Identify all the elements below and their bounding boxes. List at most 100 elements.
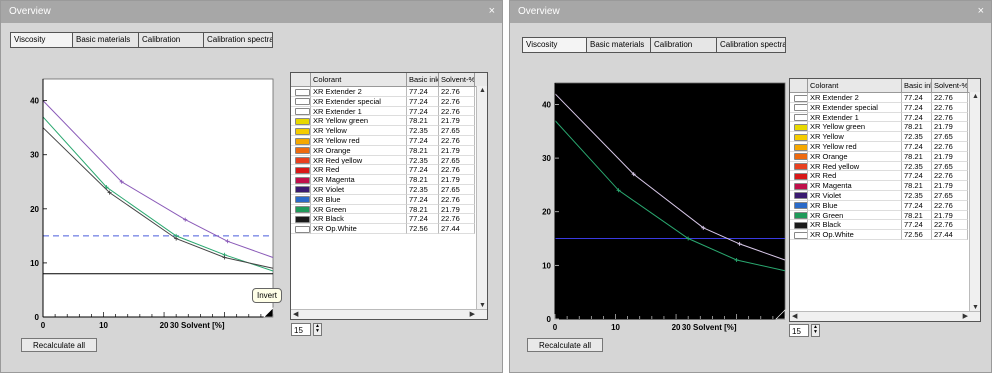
table-row[interactable]: XR Extender 1 77.24 22.76 bbox=[790, 112, 980, 123]
header-swatch bbox=[790, 79, 808, 92]
table-row[interactable]: XR Yellow green 78.21 21.79 bbox=[790, 122, 980, 133]
table-row[interactable]: XR Blue 77.24 22.76 bbox=[790, 200, 980, 211]
colorant-swatch bbox=[291, 116, 311, 127]
color-swatch-icon bbox=[794, 221, 807, 229]
colorant-name: XR Green bbox=[311, 204, 407, 215]
basic-ink-value: 77.24 bbox=[902, 102, 932, 113]
colorant-name: XR Orange bbox=[311, 145, 407, 156]
header-colorant[interactable]: Colorant bbox=[311, 73, 407, 86]
table-row[interactable]: XR Magenta 78.21 21.79 bbox=[291, 175, 487, 185]
table-row[interactable]: XR Violet 72.35 27.65 bbox=[291, 184, 487, 195]
vertical-scrollbar[interactable]: ▲ ▼ bbox=[969, 92, 980, 312]
data-point bbox=[104, 185, 109, 190]
y-tick-label: 20 bbox=[542, 208, 551, 217]
spinner-down-icon[interactable]: ▼ bbox=[813, 329, 818, 335]
scroll-right-icon[interactable]: ▶ bbox=[469, 311, 475, 318]
table-row[interactable]: XR Blue 77.24 22.76 bbox=[291, 194, 487, 205]
spinner-value[interactable]: 15 bbox=[789, 323, 809, 337]
table-row[interactable]: XR Yellow red 77.24 22.76 bbox=[790, 141, 980, 152]
table-row[interactable]: XR Green 78.21 21.79 bbox=[291, 204, 487, 215]
table-row[interactable]: XR Extender 2 77.24 22.76 bbox=[790, 93, 980, 103]
spinner-buttons[interactable]: ▲ ▼ bbox=[313, 322, 322, 336]
header-colorant[interactable]: Colorant bbox=[808, 79, 902, 92]
table-row[interactable]: XR Orange 78.21 21.79 bbox=[291, 145, 487, 156]
header-basic-ink[interactable]: Basic ink- bbox=[904, 79, 932, 92]
table-row[interactable]: XR Extender 2 77.24 22.76 bbox=[291, 87, 487, 97]
table-row[interactable]: XR Yellow red 77.24 22.76 bbox=[291, 135, 487, 146]
table-row[interactable]: XR Yellow 72.35 27.65 bbox=[790, 132, 980, 142]
scroll-right-icon[interactable]: ▶ bbox=[962, 313, 968, 320]
table-row[interactable]: XR Black 77.24 22.76 bbox=[291, 214, 487, 225]
table-row[interactable]: XR Op.White 72.56 27.44 bbox=[790, 230, 980, 240]
scroll-down-icon[interactable]: ▼ bbox=[972, 304, 979, 311]
colorant-name: XR Yellow red bbox=[808, 141, 902, 152]
table-row[interactable]: XR Extender 1 77.24 22.76 bbox=[291, 106, 487, 117]
header-solvent[interactable]: Solvent-% bbox=[934, 79, 968, 92]
solvent-value: 22.76 bbox=[439, 165, 475, 176]
table-row[interactable]: XR Red 77.24 22.76 bbox=[790, 171, 980, 182]
close-icon[interactable]: × bbox=[977, 5, 984, 17]
color-swatch-icon bbox=[295, 157, 310, 165]
value-spinner[interactable]: 15 ▲ ▼ bbox=[789, 323, 820, 337]
spinner-down-icon[interactable]: ▼ bbox=[315, 328, 320, 334]
table-row[interactable]: XR Yellow green 78.21 21.79 bbox=[291, 116, 487, 127]
tab-viscosity[interactable]: Viscosity bbox=[523, 38, 587, 52]
table-row[interactable]: XR Extender special 77.24 22.76 bbox=[291, 96, 487, 107]
table-row[interactable]: XR Black 77.24 22.76 bbox=[790, 220, 980, 231]
colorant-name: XR Extender 2 bbox=[808, 93, 902, 103]
tab-calibration-spectra[interactable]: Calibration spectra bbox=[720, 40, 785, 49]
tab-viscosity[interactable]: Viscosity bbox=[11, 33, 73, 47]
scroll-up-icon[interactable]: ▲ bbox=[479, 87, 486, 94]
basic-ink-value: 77.24 bbox=[407, 165, 439, 176]
recalculate-all-button[interactable]: Recalculate all bbox=[527, 338, 603, 352]
y-tick-label: 0 bbox=[35, 313, 40, 322]
solvent-value: 27.65 bbox=[932, 132, 968, 142]
color-swatch-icon bbox=[295, 117, 310, 125]
tab-basic-materials[interactable]: Basic materials bbox=[587, 38, 651, 52]
solvent-value: 21.79 bbox=[932, 181, 968, 191]
tab-calibration-spectra[interactable]: Calibration spectra bbox=[207, 35, 272, 44]
table-row[interactable]: XR Yellow 72.35 27.65 bbox=[291, 126, 487, 136]
color-swatch-icon bbox=[295, 108, 310, 116]
table-row[interactable]: XR Violet 72.35 27.65 bbox=[790, 190, 980, 201]
colorant-swatch bbox=[790, 132, 808, 142]
tab-calibration[interactable]: Calibration bbox=[139, 33, 204, 47]
spinner-value[interactable]: 15 bbox=[291, 322, 311, 336]
table-row[interactable]: XR Magenta 78.21 21.79 bbox=[790, 181, 980, 191]
scroll-left-icon[interactable]: ◀ bbox=[792, 313, 798, 320]
scroll-down-icon[interactable]: ▼ bbox=[479, 302, 486, 309]
recalculate-all-button[interactable]: Recalculate all bbox=[21, 338, 97, 352]
spinner-up-icon[interactable]: ▲ bbox=[813, 323, 818, 330]
header-basic-ink[interactable]: Basic ink- bbox=[409, 73, 439, 86]
table-row[interactable]: XR Orange 78.21 21.79 bbox=[790, 151, 980, 162]
x-tick-label: 20 bbox=[672, 323, 681, 332]
tab-basic-materials[interactable]: Basic materials bbox=[73, 33, 139, 47]
x-tick-label: 10 bbox=[611, 323, 620, 332]
basic-ink-value: 72.35 bbox=[902, 132, 932, 142]
basic-ink-value: 77.24 bbox=[407, 135, 439, 146]
header-solvent[interactable]: Solvent-% bbox=[441, 73, 475, 86]
table-row[interactable]: XR Op.White 72.56 27.44 bbox=[291, 224, 487, 234]
y-tick-label: 20 bbox=[30, 205, 39, 214]
scroll-left-icon[interactable]: ◀ bbox=[293, 311, 299, 318]
data-point bbox=[737, 241, 742, 246]
solvent-value: 22.76 bbox=[439, 135, 475, 146]
solvent-value: 22.76 bbox=[932, 93, 968, 103]
spinner-buttons[interactable]: ▲ ▼ bbox=[811, 323, 820, 337]
horizontal-scrollbar[interactable]: ◀ ▶ bbox=[790, 311, 980, 321]
table-row[interactable]: XR Extender special 77.24 22.76 bbox=[790, 102, 980, 113]
value-spinner[interactable]: 15 ▲ ▼ bbox=[291, 322, 322, 336]
spinner-up-icon[interactable]: ▲ bbox=[315, 322, 320, 329]
tab-calibration[interactable]: Calibration bbox=[651, 38, 717, 52]
table-row[interactable]: XR Red 77.24 22.76 bbox=[291, 165, 487, 176]
table-row[interactable]: XR Red yellow 72.35 27.65 bbox=[790, 161, 980, 172]
vertical-scrollbar[interactable]: ▲ ▼ bbox=[476, 86, 487, 310]
close-icon[interactable]: × bbox=[488, 5, 495, 17]
scroll-up-icon[interactable]: ▲ bbox=[972, 93, 979, 100]
table-row[interactable]: XR Green 78.21 21.79 bbox=[790, 210, 980, 221]
horizontal-scrollbar[interactable]: ◀ ▶ bbox=[291, 309, 487, 319]
color-swatch-icon bbox=[794, 143, 807, 151]
table-row[interactable]: XR Red yellow 72.35 27.65 bbox=[291, 155, 487, 166]
